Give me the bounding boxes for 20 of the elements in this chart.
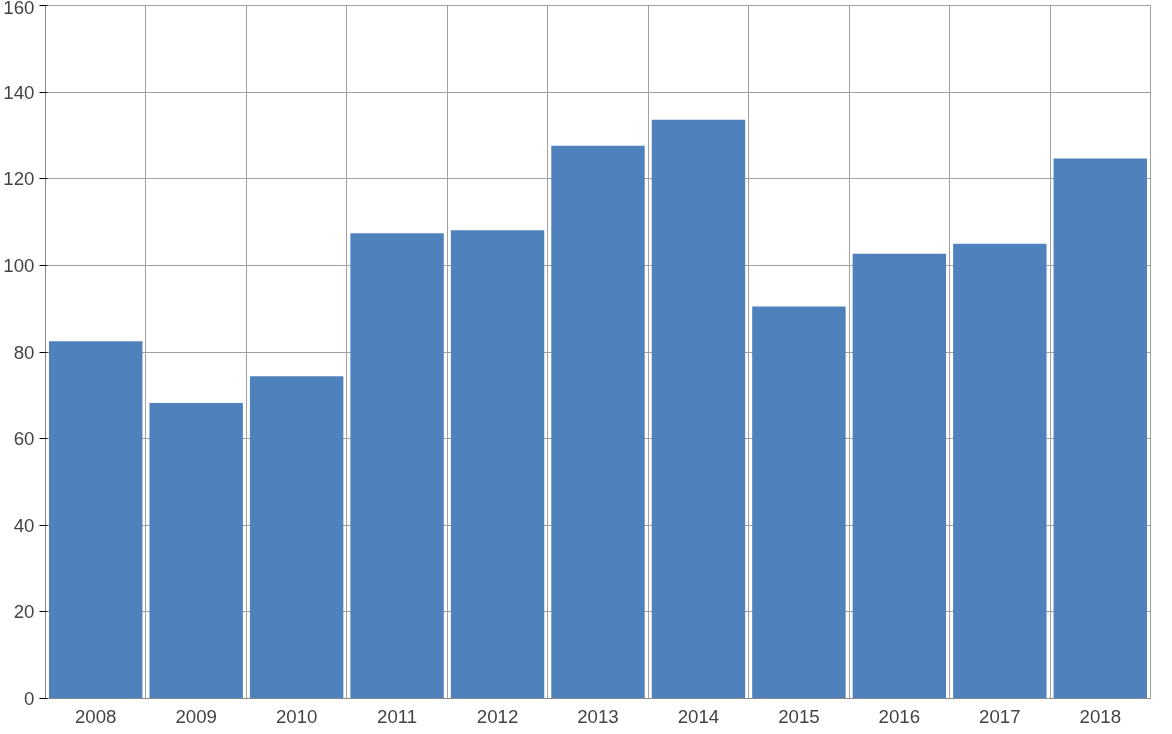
y-tick-label: 40 (13, 514, 35, 536)
x-tick-label: 2018 (1079, 705, 1122, 727)
y-tick-label: 80 (13, 341, 35, 363)
x-tick-label: 2012 (476, 705, 519, 727)
x-tick-label: 2009 (175, 705, 217, 727)
y-tick-label: 100 (3, 254, 35, 276)
x-tick-label: 2016 (878, 705, 921, 727)
y-tick-label: 140 (3, 81, 35, 103)
x-tick-label: 2015 (778, 705, 820, 727)
x-tick-label: 2011 (377, 705, 418, 727)
x-tick-label: 2017 (979, 705, 1021, 727)
x-tick-label: 2008 (74, 705, 117, 727)
x-tick-label: 2013 (577, 705, 619, 727)
x-tick-label: 2014 (677, 705, 720, 727)
x-tick-label: 2010 (275, 705, 318, 727)
y-tick-label: 60 (13, 428, 35, 450)
y-tick-label: 160 (3, 0, 35, 18)
y-tick-label: 20 (13, 601, 35, 623)
y-tick-label: 0 (24, 688, 35, 709)
y-tick-label: 120 (3, 168, 35, 190)
